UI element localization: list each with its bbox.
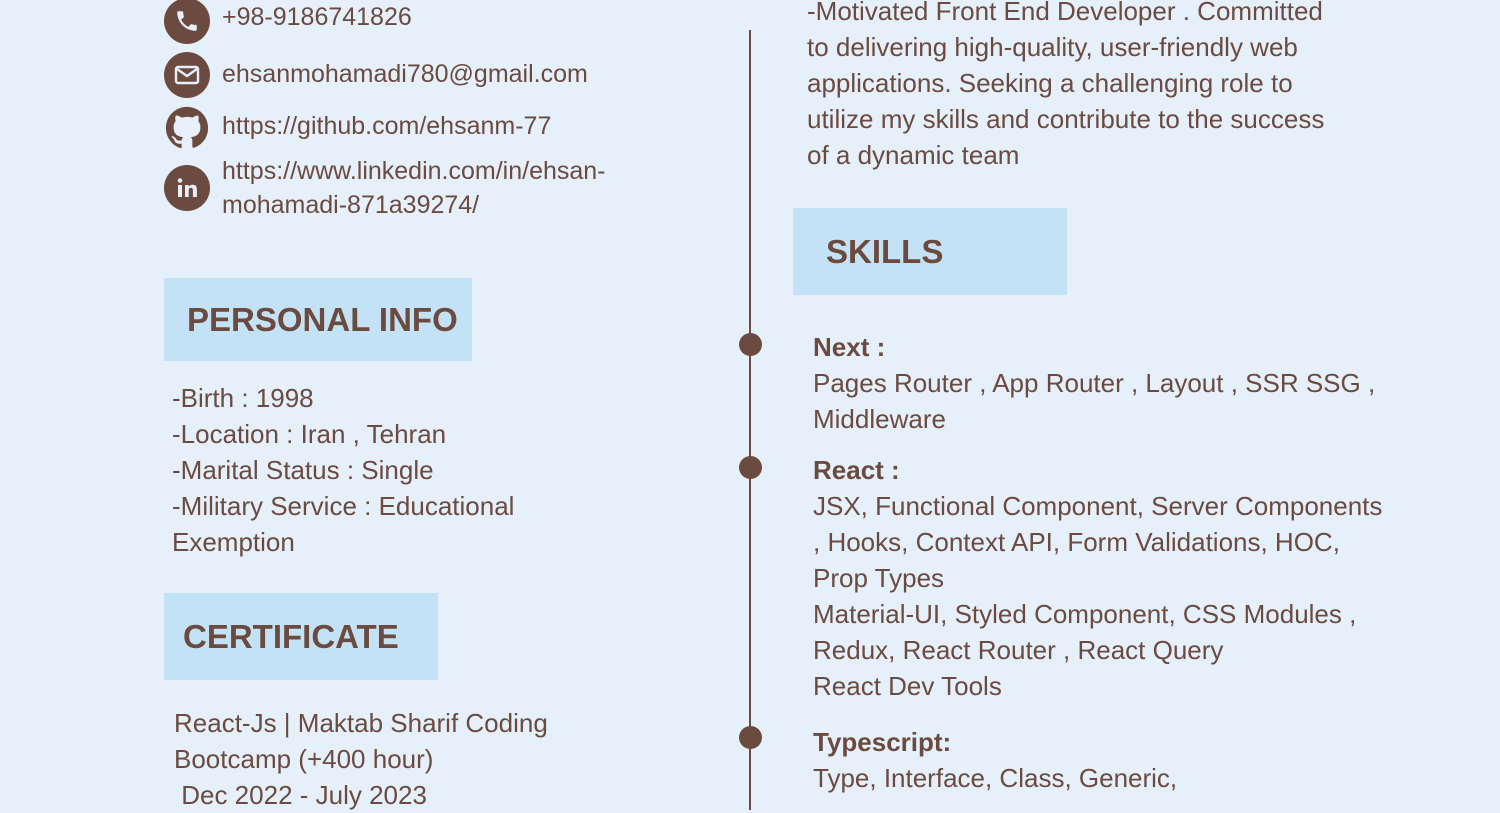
phone-icon <box>164 0 210 44</box>
location-line: -Location : Iran , Tehran <box>172 419 447 449</box>
summary-line-3: applications. Seeking a challenging role… <box>807 68 1293 98</box>
personal-info-heading: PERSONAL INFO <box>164 278 472 361</box>
summary-line-1: -Motivated Front End Developer . Committ… <box>807 0 1323 26</box>
skill-react-title: React : <box>813 455 900 485</box>
skill-next-line-1: Pages Router , App Router , Layout , SSR… <box>813 368 1376 398</box>
linkedin-link-line1: https://www.linkedin.com/in/ehsan- <box>222 157 606 185</box>
summary-line-5: of a dynamic team <box>807 140 1020 170</box>
skill-typescript-title: Typescript: <box>813 727 952 757</box>
skill-react-line-6: React Dev Tools <box>813 671 1002 701</box>
skill-typescript: Typescript: Type, Interface, Class, Gene… <box>813 724 1177 796</box>
skill-react-line-2: , Hooks, Context API, Form Validations, … <box>813 527 1340 557</box>
certificate-line-1: React-Js | Maktab Sharif Coding <box>174 708 548 738</box>
summary-line-2: to delivering high-quality, user-friendl… <box>807 32 1298 62</box>
timeline-dot-typescript <box>739 726 762 749</box>
email-text[interactable]: ehsanmohamadi780@gmail.com <box>222 60 588 88</box>
skill-react-line-3: Prop Types <box>813 563 945 593</box>
skill-react-line-1: JSX, Functional Component, Server Compon… <box>813 491 1383 521</box>
military-service-line: -Military Service : Educational <box>172 491 515 521</box>
birth-line: -Birth : 1998 <box>172 383 314 413</box>
linkedin-icon <box>164 165 210 211</box>
military-service-line-cont: Exemption <box>172 527 295 557</box>
skill-react-line-4: Material-UI, Styled Component, CSS Modul… <box>813 599 1357 629</box>
skill-typescript-line-1: Type, Interface, Class, Generic, <box>813 763 1178 793</box>
skill-next-line-2: Middleware <box>813 404 946 434</box>
timeline-dot-react <box>739 456 762 479</box>
github-icon <box>164 105 210 151</box>
summary-line-4: utilize my skills and contribute to the … <box>807 104 1325 134</box>
skill-next-title: Next : <box>813 332 886 362</box>
marital-status-line: -Marital Status : Single <box>172 455 434 485</box>
certificate-line-2: Bootcamp (+400 hour) <box>174 744 434 774</box>
skill-next: Next : Pages Router , App Router , Layou… <box>813 329 1375 437</box>
linkedin-link-line2: mohamadi-871a39274/ <box>222 191 480 219</box>
certificate-heading: CERTIFICATE <box>164 593 438 680</box>
timeline-dot-next <box>739 333 762 356</box>
summary-text: -Motivated Front End Developer . Committ… <box>807 0 1324 173</box>
linkedin-link[interactable]: https://www.linkedin.com/in/ehsan- moham… <box>222 154 606 222</box>
timeline-line <box>749 30 751 810</box>
certificate-line-3: Dec 2022 - July 2023 <box>174 780 427 810</box>
certificate-details: React-Js | Maktab Sharif Coding Bootcamp… <box>174 705 548 813</box>
phone-text[interactable]: +98-9186741826 <box>222 3 412 31</box>
github-link[interactable]: https://github.com/ehsanm-77 <box>222 112 552 140</box>
skill-react: React : JSX, Functional Component, Serve… <box>813 452 1382 704</box>
skill-react-line-5: Redux, React Router , React Query <box>813 635 1224 665</box>
personal-info-details: -Birth : 1998 -Location : Iran , Tehran … <box>172 380 514 560</box>
skills-heading: SKILLS <box>793 208 1067 295</box>
mail-icon <box>164 52 210 98</box>
